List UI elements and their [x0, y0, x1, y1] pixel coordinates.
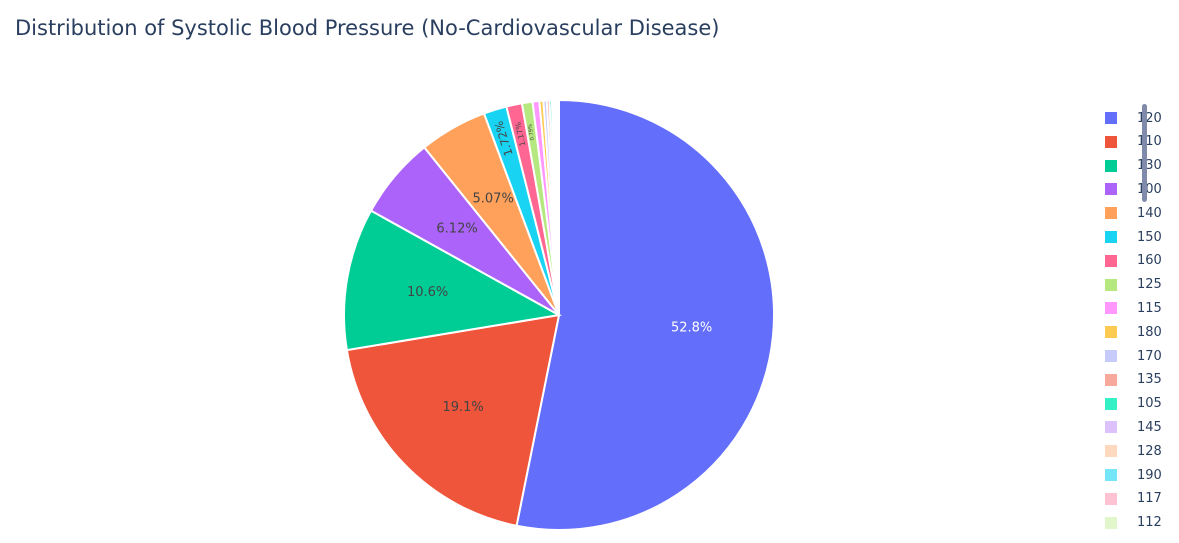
legend-swatch	[1105, 207, 1117, 220]
legend-item-100[interactable]: 100	[1095, 177, 1175, 201]
legend-item-120[interactable]: 120	[1095, 106, 1175, 130]
legend-label: 100	[1137, 181, 1162, 197]
legend-label: 160	[1137, 253, 1162, 269]
legend-swatch	[1105, 159, 1117, 172]
legend-item-160[interactable]: 160	[1095, 249, 1175, 273]
legend-item-145[interactable]: 145	[1095, 415, 1175, 439]
legend-swatch	[1105, 373, 1117, 386]
legend-swatch	[1105, 492, 1117, 505]
legend-label: 170	[1137, 348, 1162, 364]
legend-label: 105	[1137, 396, 1162, 412]
legend-item-140[interactable]: 140	[1095, 201, 1175, 225]
slice-label-120: 52.8%	[671, 321, 712, 336]
legend-swatch	[1105, 231, 1117, 243]
legend-swatch	[1105, 516, 1117, 529]
legend-label: 117	[1137, 491, 1162, 507]
legend-swatch	[1105, 112, 1117, 124]
legend-swatch	[1105, 350, 1117, 362]
pie-slice-110[interactable]	[345, 313, 561, 527]
legend-label: 120	[1137, 110, 1162, 126]
legend-label: 110	[1137, 134, 1162, 150]
pie-slice-130[interactable]	[343, 209, 562, 352]
legend-label: 190	[1137, 467, 1162, 483]
legend-swatch	[1105, 135, 1117, 148]
legend: 120 110 130 100 140 150 160 125 115 180 170 135 105 1…	[1095, 106, 1175, 536]
legend-item-110[interactable]: 110	[1095, 130, 1175, 154]
chart-title: Distribution of Systolic Blood Pressure …	[15, 16, 720, 40]
legend-item-117[interactable]: 117	[1095, 487, 1175, 511]
legend-swatch	[1105, 302, 1117, 315]
slice-label-140: 5.07%	[473, 192, 514, 207]
legend-label: 145	[1137, 419, 1162, 435]
legend-label: 128	[1137, 443, 1162, 459]
legend-item-170[interactable]: 170	[1095, 344, 1175, 368]
legend-label: 150	[1137, 229, 1162, 245]
legend-label: 130	[1137, 158, 1162, 174]
legend-swatch	[1105, 183, 1117, 196]
legend-swatch	[1105, 421, 1117, 434]
legend-label: 180	[1137, 324, 1162, 340]
legend-item-112[interactable]: 112	[1095, 511, 1175, 535]
legend-item-125[interactable]: 125	[1095, 273, 1175, 297]
legend-label: 125	[1137, 277, 1162, 293]
legend-swatch	[1105, 278, 1117, 291]
legend-swatch	[1105, 326, 1117, 339]
legend-label: 135	[1137, 372, 1162, 388]
slice-label-100: 6.12%	[436, 222, 477, 237]
legend-swatch	[1105, 445, 1117, 458]
legend-item-130[interactable]: 130	[1095, 154, 1175, 178]
legend-item-150[interactable]: 150	[1095, 225, 1175, 249]
legend-scrollbar[interactable]	[1142, 104, 1147, 202]
legend-item-180[interactable]: 180	[1095, 320, 1175, 344]
pie-slice-120[interactable]	[515, 98, 775, 531]
legend-item-190[interactable]: 190	[1095, 463, 1175, 487]
legend-item-135[interactable]: 135	[1095, 368, 1175, 392]
slice-label-110: 19.1%	[442, 400, 483, 415]
legend-item-115[interactable]: 115	[1095, 296, 1175, 320]
pie-slice-112[interactable]	[557, 98, 560, 316]
slice-label-125: 0.79%	[527, 123, 535, 140]
legend-label: 140	[1137, 205, 1162, 221]
legend-swatch	[1105, 254, 1117, 267]
legend-item-128[interactable]: 128	[1095, 439, 1175, 463]
slice-label-130: 10.6%	[407, 285, 448, 300]
legend-swatch	[1105, 469, 1117, 481]
legend-item-105[interactable]: 105	[1095, 392, 1175, 416]
legend-label: 115	[1137, 300, 1162, 316]
legend-swatch	[1105, 397, 1117, 410]
legend-label: 112	[1137, 515, 1162, 531]
